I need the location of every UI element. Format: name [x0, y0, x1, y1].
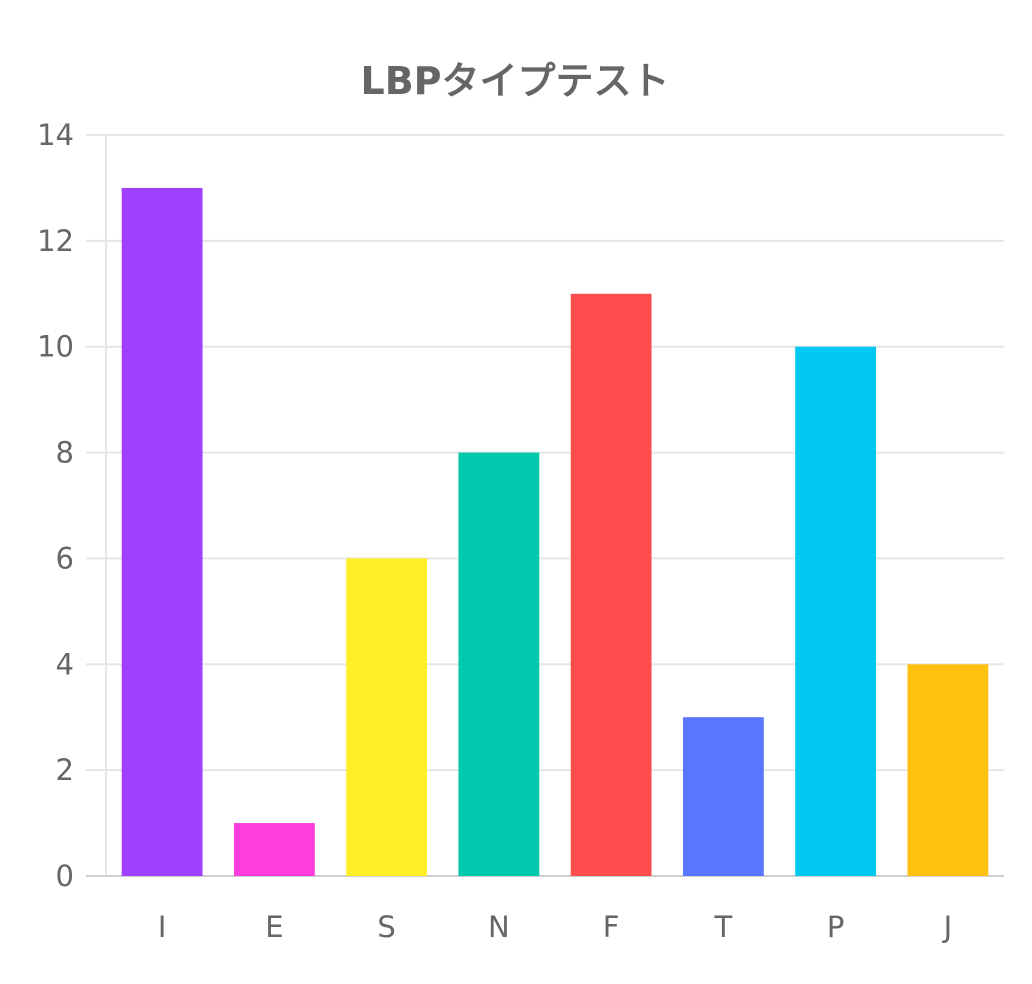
bar-i [121, 187, 203, 876]
x-tick-label: E [265, 910, 283, 944]
y-tick-label: 6 [56, 541, 74, 575]
x-tick-label: J [942, 910, 953, 944]
bars [121, 187, 989, 876]
y-tick-label: 10 [37, 330, 74, 364]
bar-f [570, 293, 652, 876]
x-tick-label: S [377, 910, 395, 944]
bar-p [795, 346, 877, 876]
x-tick-label: I [158, 910, 167, 944]
y-tick-label: 14 [37, 118, 74, 152]
bar-t [682, 717, 764, 876]
bar-j [907, 664, 989, 876]
y-tick-label: 4 [56, 647, 74, 681]
x-tick-label: T [714, 910, 733, 944]
chart-title: LBPタイプテスト [360, 59, 669, 103]
y-tick-label: 0 [56, 859, 74, 893]
x-tick-label: N [488, 910, 510, 944]
y-axis-ticks: 0 2 4 6 8 10 12 14 [37, 118, 74, 893]
x-tick-label: F [603, 910, 620, 944]
x-tick-label: P [827, 910, 845, 944]
bar-e [233, 823, 315, 876]
y-tick-label: 2 [56, 753, 74, 787]
gridlines [86, 134, 1004, 772]
bar-n [458, 452, 540, 876]
bar-s [346, 558, 428, 876]
y-tick-label: 12 [37, 224, 74, 258]
y-tick-label: 8 [56, 436, 74, 470]
